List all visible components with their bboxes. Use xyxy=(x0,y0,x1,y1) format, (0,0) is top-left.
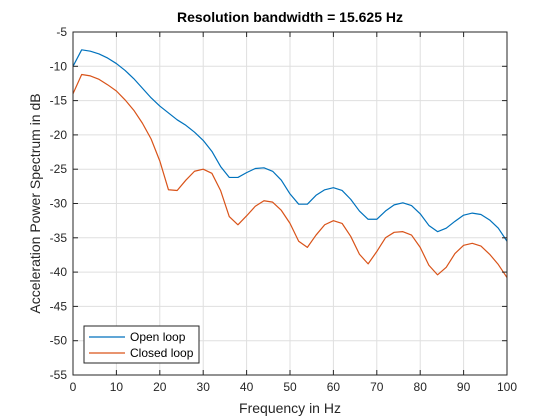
y-tick-label: -5 xyxy=(56,25,67,39)
x-tick-label: 80 xyxy=(414,380,428,394)
y-tick-label: -35 xyxy=(50,231,68,245)
y-axis-label: Acceleration Power Spectrum in dB xyxy=(27,93,43,313)
axis-ticks: 0 10 20 30 40 50 60 70 80 90 100 -55 -50 -45 -40 -35 -30… xyxy=(50,25,518,394)
y-tick-label: -25 xyxy=(50,162,68,176)
x-axis-label: Frequency in Hz xyxy=(239,400,341,416)
x-tick-label: 40 xyxy=(240,380,254,394)
y-tick-label: -15 xyxy=(50,94,68,108)
legend-entry: Closed loop xyxy=(130,346,194,360)
x-tick-label: 20 xyxy=(153,380,167,394)
y-tick-label: -55 xyxy=(50,368,68,382)
x-tick-label: 60 xyxy=(327,380,341,394)
legend-entry: Open loop xyxy=(130,330,186,344)
x-tick-label: 30 xyxy=(197,380,211,394)
x-tick-label: 70 xyxy=(370,380,384,394)
legend-box xyxy=(83,325,200,364)
series-line-closed-loop xyxy=(72,73,508,278)
y-tick-label: -20 xyxy=(50,128,68,142)
y-tick-label: -10 xyxy=(50,59,68,73)
y-tick-label: -40 xyxy=(50,265,68,279)
y-tick-label: -45 xyxy=(50,299,68,313)
chart-title: Resolution bandwidth = 15.625 Hz xyxy=(177,9,403,25)
x-tick-label: 100 xyxy=(497,380,517,394)
legend: Open loop Closed loop xyxy=(83,325,200,364)
x-tick-label: 0 xyxy=(70,380,77,394)
series-line-open-loop xyxy=(72,49,508,242)
x-tick-label: 10 xyxy=(110,380,124,394)
series-lines xyxy=(72,49,508,278)
x-tick-label: 50 xyxy=(283,380,297,394)
x-tick-label: 90 xyxy=(457,380,471,394)
y-tick-label: -50 xyxy=(50,334,68,348)
y-tick-label: -30 xyxy=(50,197,68,211)
